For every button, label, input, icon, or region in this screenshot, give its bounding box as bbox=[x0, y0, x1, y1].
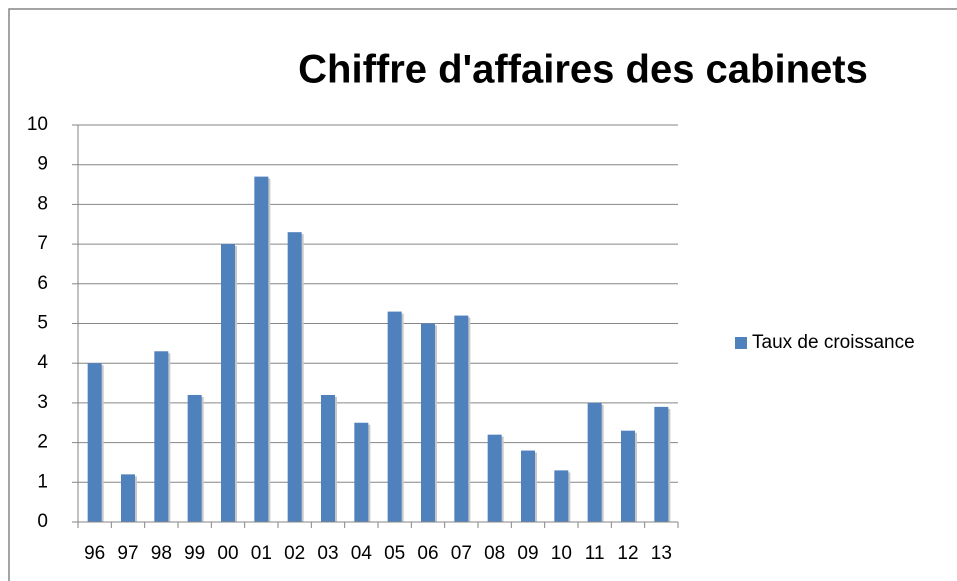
y-tick-label: 6 bbox=[37, 273, 48, 294]
x-tick-label: 04 bbox=[351, 543, 373, 564]
y-tick-label: 1 bbox=[37, 471, 48, 492]
x-tick-label: 08 bbox=[484, 543, 505, 564]
chart-title: Chiffre d'affaires des cabinets bbox=[298, 48, 868, 92]
bar bbox=[254, 176, 269, 523]
bar bbox=[321, 394, 335, 522]
x-tick-label: 00 bbox=[217, 543, 238, 564]
bar bbox=[121, 474, 135, 522]
legend-label: Taux de croissance bbox=[752, 332, 915, 353]
x-tick-label: 03 bbox=[317, 543, 338, 564]
bar bbox=[154, 351, 169, 522]
bar bbox=[421, 323, 435, 522]
chart-frame bbox=[8, 8, 957, 581]
bar bbox=[454, 315, 469, 522]
bar bbox=[287, 232, 302, 522]
x-tick-label: 01 bbox=[251, 543, 272, 564]
x-tick-label: 98 bbox=[151, 543, 172, 564]
bar bbox=[187, 394, 202, 522]
x-tick-label: 07 bbox=[451, 543, 472, 564]
bar bbox=[654, 406, 669, 522]
x-tick-label: 02 bbox=[284, 543, 305, 564]
x-tick-label: 97 bbox=[117, 543, 138, 564]
y-tick-label: 2 bbox=[37, 432, 48, 453]
bar bbox=[354, 422, 369, 522]
x-tick-label: 99 bbox=[184, 543, 205, 564]
y-tick-label: 7 bbox=[37, 233, 48, 254]
x-tick-label: 10 bbox=[551, 543, 572, 564]
x-tick-label: 09 bbox=[517, 543, 538, 564]
x-tick-label: 05 bbox=[384, 543, 405, 564]
bar bbox=[487, 434, 502, 522]
bar bbox=[521, 450, 535, 522]
legend-swatch bbox=[735, 337, 747, 349]
x-tick-label: 11 bbox=[585, 543, 605, 564]
y-tick-label: 5 bbox=[37, 313, 48, 334]
bar bbox=[387, 311, 402, 522]
bar bbox=[621, 430, 635, 522]
y-tick-label: 8 bbox=[37, 193, 48, 214]
y-tick-label: 10 bbox=[27, 114, 48, 135]
bar bbox=[554, 470, 569, 522]
y-tick-label: 3 bbox=[37, 392, 48, 413]
bar bbox=[87, 363, 102, 522]
x-tick-label: 96 bbox=[84, 543, 105, 564]
y-tick-label: 0 bbox=[37, 511, 48, 532]
bar bbox=[221, 244, 235, 522]
x-tick-label: 06 bbox=[417, 543, 438, 564]
x-tick-label: 12 bbox=[617, 543, 638, 564]
y-tick-label: 9 bbox=[37, 154, 48, 175]
y-tick-label: 4 bbox=[37, 352, 48, 373]
bar bbox=[587, 402, 602, 522]
x-tick-label: 13 bbox=[651, 543, 672, 564]
